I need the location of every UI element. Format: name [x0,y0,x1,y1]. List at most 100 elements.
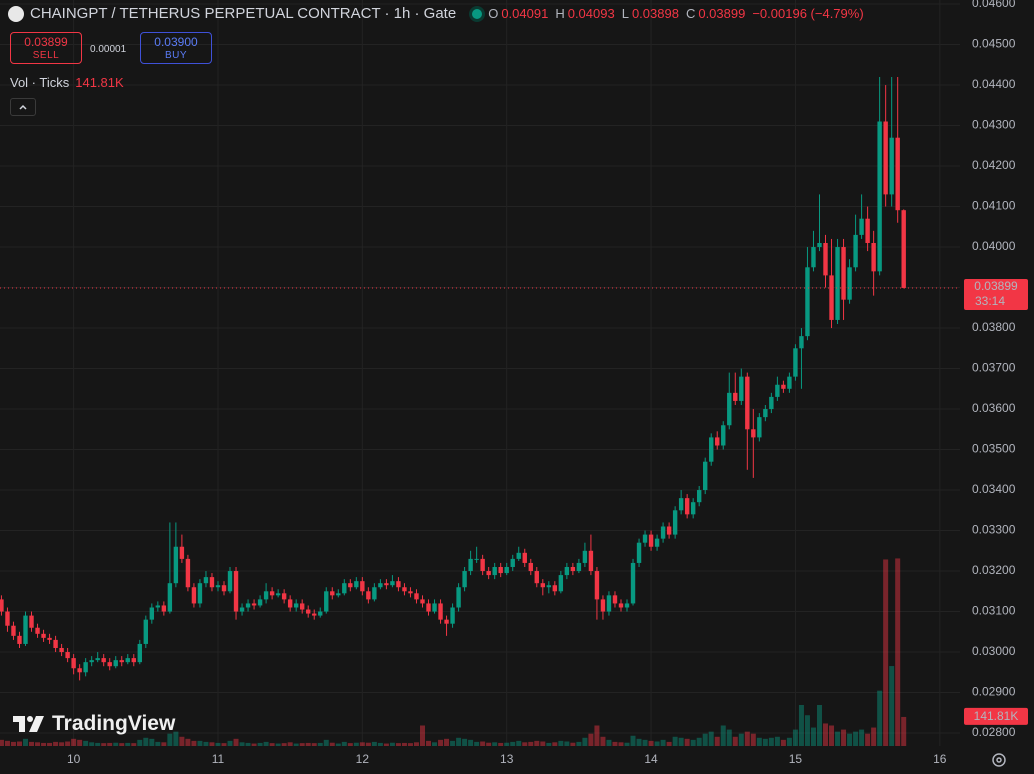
volume-bar [829,725,835,746]
y-tick-label: 0.04400 [972,77,1016,91]
sell-price[interactable]: 0.03899 [24,35,68,49]
volume-bar [672,736,678,746]
volume-bar [323,739,329,746]
volume-bar [101,743,107,746]
settings-gear[interactable] [992,753,1006,767]
candle-body [342,583,347,594]
buy-label[interactable]: BUY [164,50,188,61]
candle-body [811,247,816,268]
volume-bar [841,729,847,746]
collapse-button[interactable] [10,98,36,116]
volume-bar [227,740,233,746]
candle-body [161,605,167,612]
volume-bar [293,743,299,746]
candle-body [546,585,552,588]
settings-icon[interactable] [992,753,1006,767]
volume-bar [125,742,131,746]
volume-bar [450,740,456,746]
volume-bar [257,742,263,746]
candle-body [23,615,28,644]
collapse-icon[interactable] [11,99,35,115]
candle-body [672,510,678,535]
volume-bar [570,742,576,746]
candle-body [263,591,269,600]
candle-body [793,348,798,377]
symbol-title[interactable]: CHAINGPT / TETHERUS PERPETUAL CONTRACT ·… [30,5,457,22]
buy-button[interactable]: 0.03900 BUY [140,32,212,64]
volume-bar [311,743,317,746]
sell-button[interactable]: 0.03899 SELL [10,32,82,64]
y-tick-label: 0.03300 [972,523,1016,537]
candle-body [113,660,118,667]
candle-body [462,571,467,588]
volume-bar [756,737,762,746]
candle-body [895,137,900,211]
volume-bar [618,742,624,746]
sell-label[interactable]: SELL [32,50,60,61]
volume-bar [299,743,305,746]
volume-bar [714,736,720,746]
volume-bar [546,742,552,746]
candle-body [167,583,173,612]
candle-body [630,562,636,604]
candle-body [299,603,305,610]
volume-bar [540,741,546,746]
candle-body [77,668,82,673]
candle-body [624,603,630,608]
volume-bar [4,740,10,746]
volume-legend-name: Vol · Ticks [10,75,70,90]
candle-body [612,595,618,604]
y-tick-label: 0.03200 [972,563,1016,577]
volume-bar [215,742,221,746]
candle-body [504,566,509,574]
candle-body [17,635,22,644]
candle-body [690,502,696,515]
volume-bar [516,740,522,746]
volume-bar [822,723,828,746]
volume-bar [498,742,504,746]
volume-bar [383,743,389,746]
buy-price[interactable]: 0.03900 [154,35,198,49]
candle-body [606,595,612,612]
volume-bar [401,742,407,746]
volume-bar [468,739,474,746]
candle-body [107,662,112,667]
candle-body [143,619,149,644]
x-tick-label: 15 [789,752,803,766]
volume-bar [877,690,883,746]
y-tick-label: 0.03700 [972,361,1016,375]
candle-body [149,607,155,620]
x-tick-label: 12 [356,752,370,766]
volume-bar [480,741,486,746]
candle-body [648,534,654,547]
candle-body [871,242,876,272]
x-tick-label: 10 [67,752,81,766]
x-tick-label: 13 [500,752,514,766]
candle-body [600,599,606,612]
volume-bar [413,742,419,746]
candle-body [35,627,40,634]
volume-bar [119,743,125,746]
volume-bar [792,729,798,746]
volume-bar [883,559,889,746]
candle-body [269,591,275,596]
y-tick-label: 0.03000 [972,644,1016,658]
volume-bar [173,731,179,746]
candle-body [396,581,401,588]
volume-bar [335,743,341,746]
volume-bar [534,740,540,746]
candle-body [835,247,840,320]
volume-bar [859,729,865,746]
volume-bar [341,741,347,746]
candle-body [516,552,521,559]
candle-body [209,577,215,588]
candle-body [318,611,323,616]
candle-body [221,585,227,592]
settings-gear-core[interactable] [996,757,1002,763]
candle-body [775,384,780,397]
candle-body [763,409,768,418]
volume-tag [964,707,1028,725]
x-tick-label: 11 [212,752,225,766]
